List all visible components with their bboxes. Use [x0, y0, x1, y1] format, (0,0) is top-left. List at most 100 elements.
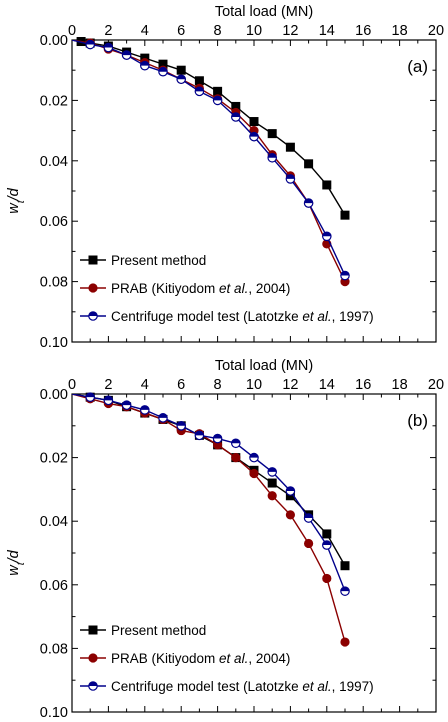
x-axis-title: Total load (MN)	[215, 4, 313, 20]
legend-marker	[88, 283, 98, 293]
data-point	[340, 270, 350, 281]
x-axis-ticks: 0 2 4 6 8 10 12 14 16 18 20	[68, 23, 444, 342]
series-prab	[72, 40, 346, 282]
x-tick-label: 0	[68, 23, 76, 39]
legend-entry: Centrifuge model test (Latotzke et al., …	[111, 309, 374, 324]
y-tick-label: 0.08	[40, 641, 68, 657]
x-tick-label: 6	[177, 23, 185, 39]
legend-entry-part: PRAB (Kitiyodom	[111, 651, 219, 666]
series-line	[72, 40, 346, 276]
legend-entry-part: et al.	[302, 309, 331, 324]
data-point	[103, 42, 114, 53]
series-markers	[85, 392, 350, 596]
series-line	[72, 394, 346, 592]
data-point	[322, 573, 332, 584]
x-tick-label: 10	[246, 377, 262, 393]
x-tick-label: 12	[282, 23, 298, 39]
legend-entry: Present method	[111, 623, 206, 638]
data-point	[121, 400, 132, 410]
data-point	[249, 131, 259, 142]
data-point	[285, 510, 295, 520]
data-point	[212, 433, 223, 444]
data-point	[231, 438, 241, 449]
x-tick-label: 18	[392, 377, 408, 393]
legend-entry: PRAB (Kitiyodom et al., 2004)	[111, 281, 290, 296]
series-line	[72, 40, 346, 282]
data-point	[267, 152, 277, 163]
legend-entry-part: , 1997)	[332, 679, 374, 694]
series-markers	[85, 39, 350, 281]
data-point	[176, 420, 186, 431]
data-point	[194, 76, 204, 86]
legend-entry-part: , 1997)	[332, 309, 374, 324]
y-tick-label: 0.08	[40, 275, 68, 291]
data-point	[121, 50, 132, 60]
legend-marker	[88, 255, 98, 265]
data-point	[267, 478, 277, 488]
legend-marker	[88, 653, 98, 663]
y-axis-title-rest: /d	[6, 187, 22, 201]
series-centrifuge-model-test	[72, 40, 346, 276]
data-point	[322, 529, 332, 539]
legend-entry-part: , 2004)	[248, 651, 290, 666]
y-axis-ticks: 0.00 0.02 0.04 0.06 0.08 0.10	[40, 387, 436, 721]
x-tick-label: 16	[355, 377, 371, 393]
y-tick-label: 0.02	[40, 93, 68, 109]
data-point	[303, 198, 314, 208]
legend-entry: PRAB (Kitiyodom et al., 2004)	[111, 651, 290, 666]
data-point	[176, 65, 186, 75]
data-point	[267, 129, 277, 139]
x-axis-title: Total load (MN)	[215, 358, 313, 374]
data-point	[285, 142, 295, 152]
data-point	[285, 486, 296, 496]
series-line	[72, 394, 346, 643]
series-markers	[76, 37, 350, 220]
data-point	[140, 405, 150, 415]
x-tick-label: 2	[104, 377, 112, 393]
data-point	[85, 392, 95, 402]
x-tick-label: 4	[141, 23, 149, 39]
y-tick-label: 0.00	[40, 387, 68, 403]
y-tick-label: 0.06	[40, 578, 68, 594]
panel-label: (b)	[407, 411, 428, 430]
data-point	[285, 174, 296, 184]
x-tick-label: 2	[104, 23, 112, 39]
data-point	[176, 74, 186, 85]
x-tick-label: 12	[282, 377, 298, 393]
legend-entry-part: Centrifuge model test (Latotzke	[111, 309, 302, 324]
y-axis-title: wt/d	[6, 187, 27, 213]
x-axis-ticks: 0 2 4 6 8 10 12 14 16 18 20	[68, 377, 444, 712]
data-point	[85, 39, 95, 50]
series-present-method	[72, 40, 346, 216]
chart-panel-2: 0 2 4 6 8 10 12 14 16 18 20 0.00 0.02 0.04 0.06 0.08 0.1…	[6, 358, 444, 721]
y-tick-label: 0.10	[40, 335, 68, 351]
data-point	[267, 491, 277, 501]
x-tick-label: 6	[177, 377, 185, 393]
data-point	[267, 467, 277, 477]
data-point	[340, 210, 350, 220]
x-tick-label: 10	[246, 23, 262, 39]
legend-entry-part: Centrifuge model test (Latotzke	[111, 679, 302, 694]
x-tick-label: 18	[392, 23, 408, 39]
data-point	[213, 86, 223, 96]
series-line	[72, 394, 346, 567]
legend-entry-part: et al.	[219, 651, 248, 666]
data-point	[231, 112, 241, 122]
data-point	[303, 513, 314, 523]
x-tick-label: 0	[68, 377, 76, 393]
data-point	[303, 538, 314, 549]
x-tick-label: 14	[319, 377, 335, 393]
chart-panel-1: 0 2 4 6 8 10 12 14 16 18 20 0.00 0.02 0.04 0.06 0.08 0.1…	[6, 4, 444, 351]
series-prab	[72, 394, 346, 643]
y-axis-title-main: w	[6, 564, 22, 576]
legend-entry-part: et al.	[302, 679, 331, 694]
y-tick-label: 0.06	[40, 214, 68, 230]
y-tick-label: 0.04	[40, 154, 68, 170]
legend-marker	[88, 311, 98, 321]
legend-entry-part: , 2004)	[248, 281, 290, 296]
data-point	[321, 231, 332, 242]
series-line	[72, 40, 346, 216]
y-axis-title-rest: /d	[6, 549, 22, 563]
